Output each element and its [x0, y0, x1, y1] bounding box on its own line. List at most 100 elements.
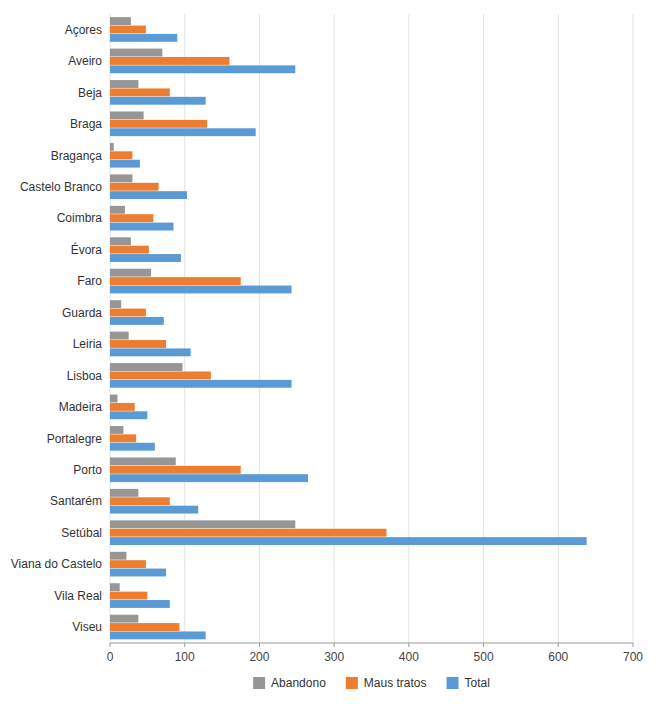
- bar: [110, 380, 292, 388]
- category-label: Setúbal: [61, 526, 102, 540]
- bar: [110, 160, 140, 168]
- bar: [110, 88, 170, 96]
- tick-mark: [110, 643, 111, 647]
- category-label: Bragança: [51, 149, 103, 163]
- category-label: Braga: [70, 117, 102, 131]
- category-label: Viana do Castelo: [11, 557, 103, 571]
- bar: [110, 26, 146, 34]
- category-label: Viseu: [72, 620, 102, 634]
- bar: [110, 246, 149, 254]
- category-label: Guarda: [62, 306, 102, 320]
- grid-line: [259, 14, 260, 643]
- legend-swatch: [447, 677, 459, 689]
- tick-mark: [633, 643, 634, 647]
- bar: [110, 111, 144, 119]
- bar: [110, 191, 187, 199]
- legend-item: Maus tratos: [346, 676, 427, 690]
- tick-mark: [558, 643, 559, 647]
- tick-mark: [259, 643, 260, 647]
- bar: [110, 466, 241, 474]
- bar: [110, 254, 181, 262]
- grid: [110, 14, 633, 643]
- tick-label: 600: [548, 650, 568, 664]
- category-label: Coimbra: [57, 211, 103, 225]
- bar: [110, 497, 170, 505]
- bar: [110, 600, 170, 608]
- bar: [110, 631, 206, 639]
- category-label: Açores: [65, 23, 102, 37]
- bar: [110, 277, 241, 285]
- bar: [110, 560, 146, 568]
- category-label: Évora: [71, 242, 103, 257]
- category-label: Beja: [78, 86, 102, 100]
- tick-label: 700: [623, 650, 643, 664]
- chart: 0100200300400500600700AçoresAveiroBejaBr…: [0, 0, 657, 715]
- legend: Abandono Maus tratos Total: [253, 676, 490, 690]
- bar: [110, 317, 164, 325]
- category-label: Castelo Branco: [20, 180, 102, 194]
- category-label: Portalegre: [47, 432, 103, 446]
- tick-label: 200: [249, 650, 269, 664]
- bar: [110, 57, 230, 65]
- x-axis: 0100200300400500600700: [107, 643, 644, 664]
- grid-line: [184, 14, 185, 643]
- grid-line: [483, 14, 484, 643]
- bar: [110, 569, 166, 577]
- bar: [110, 457, 176, 465]
- bar: [110, 34, 177, 42]
- category-label: Lisboa: [67, 369, 103, 383]
- bar: [110, 489, 138, 497]
- category-label: Vila Real: [54, 589, 102, 603]
- bar: [110, 403, 135, 411]
- bar: [110, 237, 131, 245]
- legend-swatch: [253, 677, 265, 689]
- bar: [110, 286, 292, 294]
- legend-item: Total: [447, 676, 490, 690]
- bar: [110, 151, 132, 159]
- bar: [110, 80, 138, 88]
- bar: [110, 474, 308, 482]
- bar: [110, 411, 147, 419]
- legend-item: Abandono: [253, 676, 326, 690]
- bar: [110, 309, 146, 317]
- bar: [110, 529, 386, 537]
- bar: [110, 552, 126, 560]
- bar: [110, 300, 121, 308]
- tick-mark: [408, 643, 409, 647]
- bar: [110, 395, 117, 403]
- axis-line: [110, 643, 633, 644]
- bar: [110, 592, 147, 600]
- bars: [110, 17, 587, 639]
- y-axis: AçoresAveiroBejaBragaBragançaCastelo Bra…: [11, 23, 103, 635]
- tick-label: 300: [324, 650, 344, 664]
- category-label: Leiria: [73, 337, 103, 351]
- bar: [110, 520, 295, 528]
- category-label: Faro: [77, 274, 102, 288]
- bar: [110, 623, 179, 631]
- bar: [110, 426, 123, 434]
- category-label: Porto: [73, 463, 102, 477]
- bar: [110, 128, 256, 136]
- bar: [110, 206, 125, 214]
- tick-label: 500: [474, 650, 494, 664]
- bar: [110, 615, 138, 623]
- bar: [110, 269, 151, 277]
- bar: [110, 143, 114, 151]
- bar: [110, 537, 587, 545]
- tick-mark: [483, 643, 484, 647]
- bar: [110, 371, 211, 379]
- grid-line: [408, 14, 409, 643]
- bar: [110, 120, 207, 128]
- bar: [110, 174, 132, 182]
- category-label: Madeira: [59, 400, 103, 414]
- bar: [110, 97, 206, 105]
- tick-label: 100: [175, 650, 195, 664]
- bar: [110, 363, 182, 371]
- bar: [110, 183, 159, 191]
- grid-line: [558, 14, 559, 643]
- category-label: Santarém: [50, 494, 102, 508]
- legend-swatch: [346, 677, 358, 689]
- tick-mark: [334, 643, 335, 647]
- bar: [110, 214, 153, 222]
- bar: [110, 65, 295, 73]
